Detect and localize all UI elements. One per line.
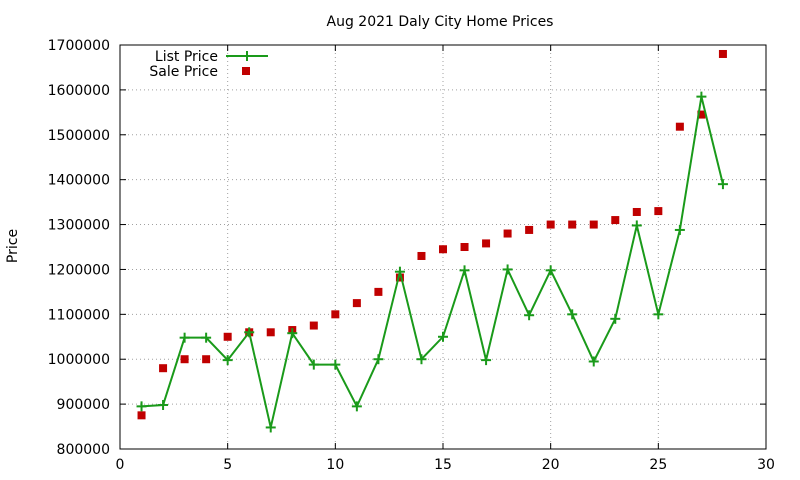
y-tick-label: 1500000 — [48, 128, 110, 144]
y-tick-label: 1100000 — [48, 307, 110, 323]
list-price-point — [416, 354, 427, 365]
sale-price-point — [589, 220, 598, 229]
list-price-point — [502, 264, 513, 275]
legend-marker-sale-price — [242, 67, 250, 75]
x-tick-label: 25 — [649, 457, 667, 473]
sale-price-point — [374, 287, 383, 296]
y-tick-label: 800000 — [57, 442, 110, 458]
list-price-point — [717, 179, 728, 190]
list-price-point — [481, 355, 492, 366]
grid — [120, 45, 766, 449]
legend-marker-list-price — [242, 51, 252, 61]
y-tick-label: 1300000 — [48, 218, 110, 234]
list-price-point — [222, 355, 233, 366]
list-price-point — [631, 220, 642, 231]
list-price-point — [588, 356, 599, 367]
list-price-point — [308, 359, 319, 370]
sale-price-point — [568, 220, 577, 229]
y-axis-label: Price — [5, 229, 21, 263]
x-tick-label: 0 — [116, 457, 125, 473]
y-tick-label: 900000 — [57, 397, 110, 413]
list-price-point — [287, 328, 298, 339]
x-tick-label: 5 — [223, 457, 232, 473]
sale-price-point — [159, 364, 168, 373]
sale-price-point — [266, 328, 275, 337]
sale-price-point — [417, 251, 426, 260]
list-price-point — [438, 331, 448, 342]
sale-price-point — [546, 220, 555, 229]
sale-price-point — [137, 411, 146, 420]
list-price-point — [567, 309, 578, 320]
axis-ticks: 0 5 10 15 20 25 30 800000 900000 1000000 1100000 12… — [48, 38, 775, 473]
sale-price-point — [697, 110, 706, 119]
chart-title: Aug 2021 Daly City Home Prices — [327, 14, 554, 30]
y-tick-label: 1700000 — [48, 38, 110, 54]
sale-price-point — [202, 355, 211, 364]
list-price-point — [610, 313, 621, 324]
list-price-point — [136, 401, 147, 412]
sale-price-point — [395, 273, 404, 282]
list-price-point — [330, 359, 341, 370]
list-price-point — [201, 332, 212, 343]
legend-label-sale-price: Sale Price — [149, 64, 218, 80]
sale-price-point — [223, 332, 232, 341]
list-price-point — [394, 266, 405, 277]
y-tick-label: 1200000 — [48, 262, 110, 278]
legend-label-list-price: List Price — [155, 49, 218, 65]
list-price-point — [696, 91, 707, 102]
sale-price-point — [611, 216, 620, 225]
sale-price-point — [309, 321, 318, 330]
list-price-point — [351, 401, 362, 412]
y-tick-label: 1600000 — [48, 83, 110, 99]
sale-price-point — [439, 245, 447, 254]
sale-price-point — [352, 299, 361, 308]
list-price-point — [373, 354, 384, 365]
list-price-point — [545, 265, 556, 276]
sale-price-point — [675, 122, 684, 131]
sale-price-point — [331, 310, 340, 319]
sale-price-point — [180, 355, 189, 364]
sale-price-point — [654, 207, 663, 216]
list-price-point — [265, 422, 276, 433]
list-price-point — [158, 400, 169, 411]
sale-price-point — [482, 239, 491, 248]
list-price-point — [524, 310, 535, 321]
list-price-point — [244, 327, 255, 338]
sale-price-point — [632, 207, 641, 216]
list-price-point — [653, 309, 664, 320]
sale-price-point — [718, 49, 727, 58]
y-tick-label: 1400000 — [48, 173, 110, 189]
y-tick-label: 1000000 — [48, 352, 110, 368]
list-price-line — [141, 96, 724, 428]
sale-price-point — [525, 225, 534, 234]
sale-price-point — [503, 229, 512, 238]
list-price-point — [674, 224, 685, 235]
x-tick-label: 15 — [434, 457, 452, 473]
x-tick-label: 30 — [757, 457, 775, 473]
x-tick-label: 20 — [542, 457, 560, 473]
plot-area — [136, 49, 728, 433]
legend: List Price Sale Price — [149, 49, 268, 80]
x-tick-label: 10 — [326, 457, 344, 473]
list-price-point — [459, 265, 470, 276]
sale-price-point — [460, 243, 469, 251]
list-price-point — [179, 332, 190, 343]
